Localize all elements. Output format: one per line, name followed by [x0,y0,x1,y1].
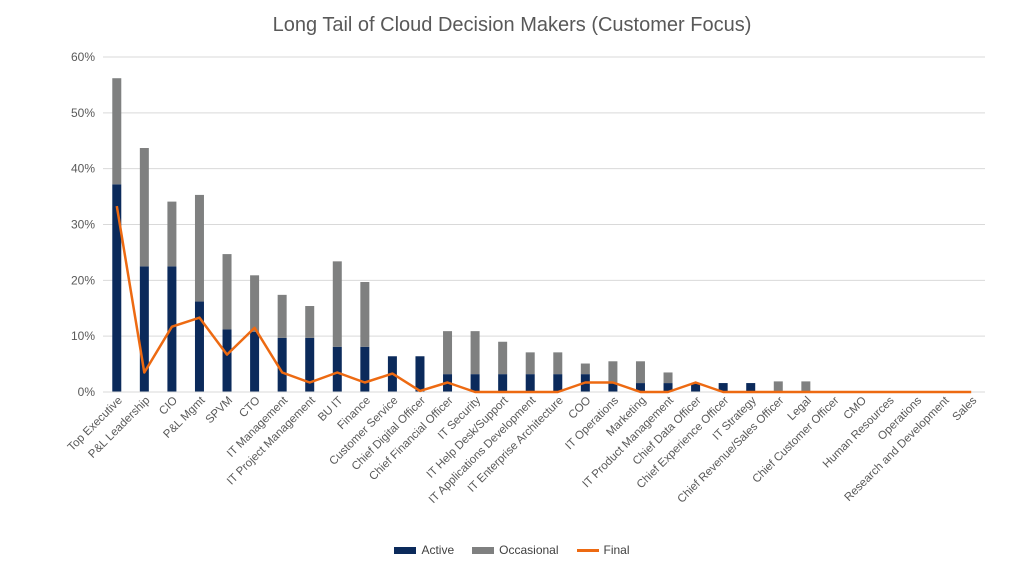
legend-swatch-final [576,548,599,552]
bar-active [305,337,315,392]
bar-occasional [443,331,453,375]
bar-active [222,329,232,392]
legend-item-occasional: Occasional [472,543,559,557]
line-final [115,205,972,394]
bar-occasional [801,381,811,392]
y-tick-label: 60% [71,50,95,64]
bar-active [277,337,287,392]
legend-label-active: Active [421,543,455,557]
bar-active [332,346,342,392]
bar-active [746,383,756,392]
bar-occasional [194,194,204,302]
chart-legend: Active Occasional Final [0,543,1024,557]
bar-active [360,346,370,392]
bar-active [112,184,122,392]
bar-occasional [773,381,783,392]
bar-active [470,374,480,392]
bar-occasional [580,363,590,375]
bar-active [608,383,618,392]
bar-occasional [498,341,508,375]
legend-label-occasional: Occasional [499,543,559,557]
bar-occasional [663,372,673,384]
bar-occasional [112,78,122,185]
bar-occasional [553,352,563,375]
legend-item-final: Final [576,543,630,557]
bar-active [525,374,535,392]
legend-item-active: Active [394,543,454,557]
bar-active [663,383,673,392]
bar-active [635,383,645,392]
legend-swatch-occasional [472,546,495,554]
bar-occasional [305,306,315,338]
bar-occasional [167,201,177,267]
bar-occasional [222,254,232,330]
y-tick-label: 20% [71,273,95,287]
legend-swatch-active [394,546,417,554]
y-tick-label: 50% [71,106,95,120]
x-tick-label: CIO [157,395,180,418]
bar-active [250,331,260,392]
bar-occasional [470,331,480,375]
bar-occasional [635,361,645,384]
bar-active [139,266,149,392]
y-tick-label: 40% [71,162,95,176]
bar-active [691,383,701,392]
bar-occasional [139,148,149,267]
y-tick-label: 30% [71,218,95,232]
x-tick-label: SPVM [204,395,236,427]
x-tick-label: Sales [951,394,980,423]
bar-active [553,374,563,392]
y-tick-label: 0% [78,385,96,399]
bar-occasional [332,261,342,347]
bar-occasional [360,282,370,347]
y-tick-label: 10% [71,329,95,343]
bar-occasional [250,275,260,332]
bar-active [718,383,728,392]
chart-title: Long Tail of Cloud Decision Makers (Cust… [272,14,752,36]
bar-active [167,266,177,392]
bar-occasional [608,361,618,384]
bar-occasional [525,352,535,375]
bar-active [194,301,204,392]
legend-label-final: Final [603,543,630,557]
bar-active [498,374,508,392]
bar-active [415,356,425,392]
bar-occasional [277,294,287,338]
